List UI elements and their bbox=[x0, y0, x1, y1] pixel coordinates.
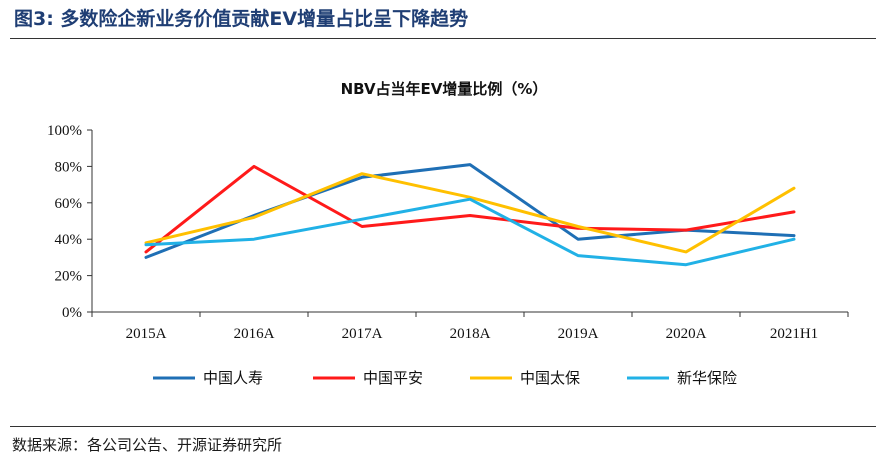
chart-axes: 0% 20% 40% 60% 80% 100% 2015A 2016A 2017A 2018A 20… bbox=[47, 123, 849, 342]
legend-label: 中国太保 bbox=[520, 369, 580, 387]
source-divider bbox=[10, 426, 876, 427]
series-line-0 bbox=[144, 163, 796, 259]
y-tick-label: 80% bbox=[55, 159, 83, 175]
x-tick-label: 2020A bbox=[666, 326, 707, 342]
chart-title: NBV占当年EV增量比例（%） bbox=[341, 80, 548, 98]
x-tick-label: 2016A bbox=[234, 326, 275, 342]
legend-label: 新华保险 bbox=[677, 369, 737, 387]
x-tick-label: 2015A bbox=[126, 326, 167, 342]
series-line-3 bbox=[144, 197, 796, 267]
y-tick-label: 60% bbox=[55, 196, 83, 212]
chart-series bbox=[144, 163, 796, 267]
y-tick-label: 0% bbox=[62, 305, 82, 321]
legend-label: 中国平安 bbox=[363, 369, 423, 387]
x-tick-label: 2017A bbox=[342, 326, 383, 342]
y-tick-label: 40% bbox=[55, 232, 83, 248]
legend-label: 中国人寿 bbox=[203, 369, 263, 387]
source-note: 数据来源：各公司公告、开源证券研究所 bbox=[12, 436, 283, 454]
figure-title: 图3: 多数险企新业务价值贡献EV增量占比呈下降趋势 bbox=[14, 8, 469, 30]
y-tick-label: 20% bbox=[55, 269, 83, 285]
y-tick-label: 100% bbox=[47, 123, 82, 139]
title-divider bbox=[10, 38, 876, 39]
x-tick-label: 2018A bbox=[450, 326, 491, 342]
series-line-1 bbox=[144, 164, 796, 254]
x-tick-label: 2019A bbox=[558, 326, 599, 342]
chart-legend: 中国人寿 中国平安 中国太保 新华保险 bbox=[153, 369, 737, 387]
series-line-2 bbox=[144, 172, 796, 254]
x-tick-label: 2021H1 bbox=[770, 326, 818, 342]
